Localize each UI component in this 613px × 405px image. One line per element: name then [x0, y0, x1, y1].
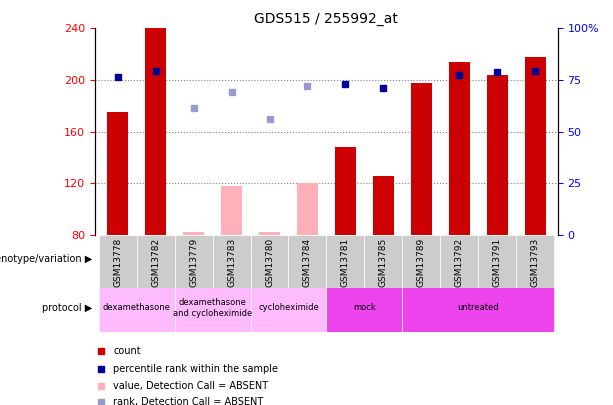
Bar	[99, 235, 402, 284]
Bar	[364, 235, 402, 288]
Bar	[373, 175, 394, 235]
Bar	[525, 57, 546, 235]
Bar	[137, 235, 175, 288]
Bar	[402, 284, 554, 332]
Text: GSM13792: GSM13792	[455, 237, 463, 287]
Bar	[259, 232, 280, 235]
Text: GSM13779: GSM13779	[189, 237, 198, 287]
Text: untreated: untreated	[457, 303, 499, 312]
Text: GSM13785: GSM13785	[379, 237, 388, 287]
Bar	[251, 235, 289, 288]
Text: GSM13780: GSM13780	[265, 237, 274, 287]
Bar	[221, 186, 242, 235]
Text: GSM13778: GSM13778	[113, 237, 122, 287]
Bar	[289, 235, 327, 288]
Bar	[449, 62, 470, 235]
Bar	[402, 235, 440, 288]
Bar	[175, 284, 251, 332]
Text: LEAFY-GR: LEAFY-GR	[224, 254, 277, 264]
Text: 35S::LFY: 35S::LFY	[416, 254, 464, 264]
Bar	[478, 235, 516, 288]
Text: count: count	[113, 346, 141, 356]
Text: mock: mock	[353, 303, 376, 312]
Bar	[213, 235, 251, 288]
Text: GSM13791: GSM13791	[493, 237, 501, 287]
Bar	[402, 235, 478, 284]
Text: GSM13784: GSM13784	[303, 237, 312, 287]
Bar	[335, 147, 356, 235]
Bar	[297, 183, 318, 235]
Text: GSM13781: GSM13781	[341, 237, 350, 287]
Text: value, Detection Call = ABSENT: value, Detection Call = ABSENT	[113, 381, 268, 391]
Text: GSM13793: GSM13793	[531, 237, 539, 287]
Text: GSM13789: GSM13789	[417, 237, 426, 287]
Text: protocol ▶: protocol ▶	[42, 303, 92, 313]
Bar	[478, 235, 554, 284]
Bar	[327, 235, 364, 288]
Bar	[107, 112, 128, 235]
Text: rank, Detection Call = ABSENT: rank, Detection Call = ABSENT	[113, 397, 264, 405]
Text: dexamethasone: dexamethasone	[103, 303, 170, 312]
Text: cycloheximide: cycloheximide	[258, 303, 319, 312]
Bar	[99, 235, 137, 288]
Text: percentile rank within the sample: percentile rank within the sample	[113, 364, 278, 374]
Bar	[411, 83, 432, 235]
Bar	[516, 235, 554, 288]
Text: wild-type (Ler): wild-type (Ler)	[481, 254, 552, 264]
Bar	[487, 75, 508, 235]
Bar	[175, 235, 213, 288]
Bar	[99, 284, 175, 332]
Bar	[251, 284, 327, 332]
Text: GSM13782: GSM13782	[151, 237, 160, 287]
Bar	[145, 28, 166, 235]
Bar	[183, 232, 204, 235]
Bar	[327, 284, 402, 332]
Text: genotype/variation ▶: genotype/variation ▶	[0, 254, 92, 264]
Bar	[440, 235, 478, 288]
Title: GDS515 / 255992_at: GDS515 / 255992_at	[254, 12, 398, 26]
Text: dexamethasone
and cycloheximide: dexamethasone and cycloheximide	[173, 298, 252, 318]
Text: GSM13783: GSM13783	[227, 237, 236, 287]
